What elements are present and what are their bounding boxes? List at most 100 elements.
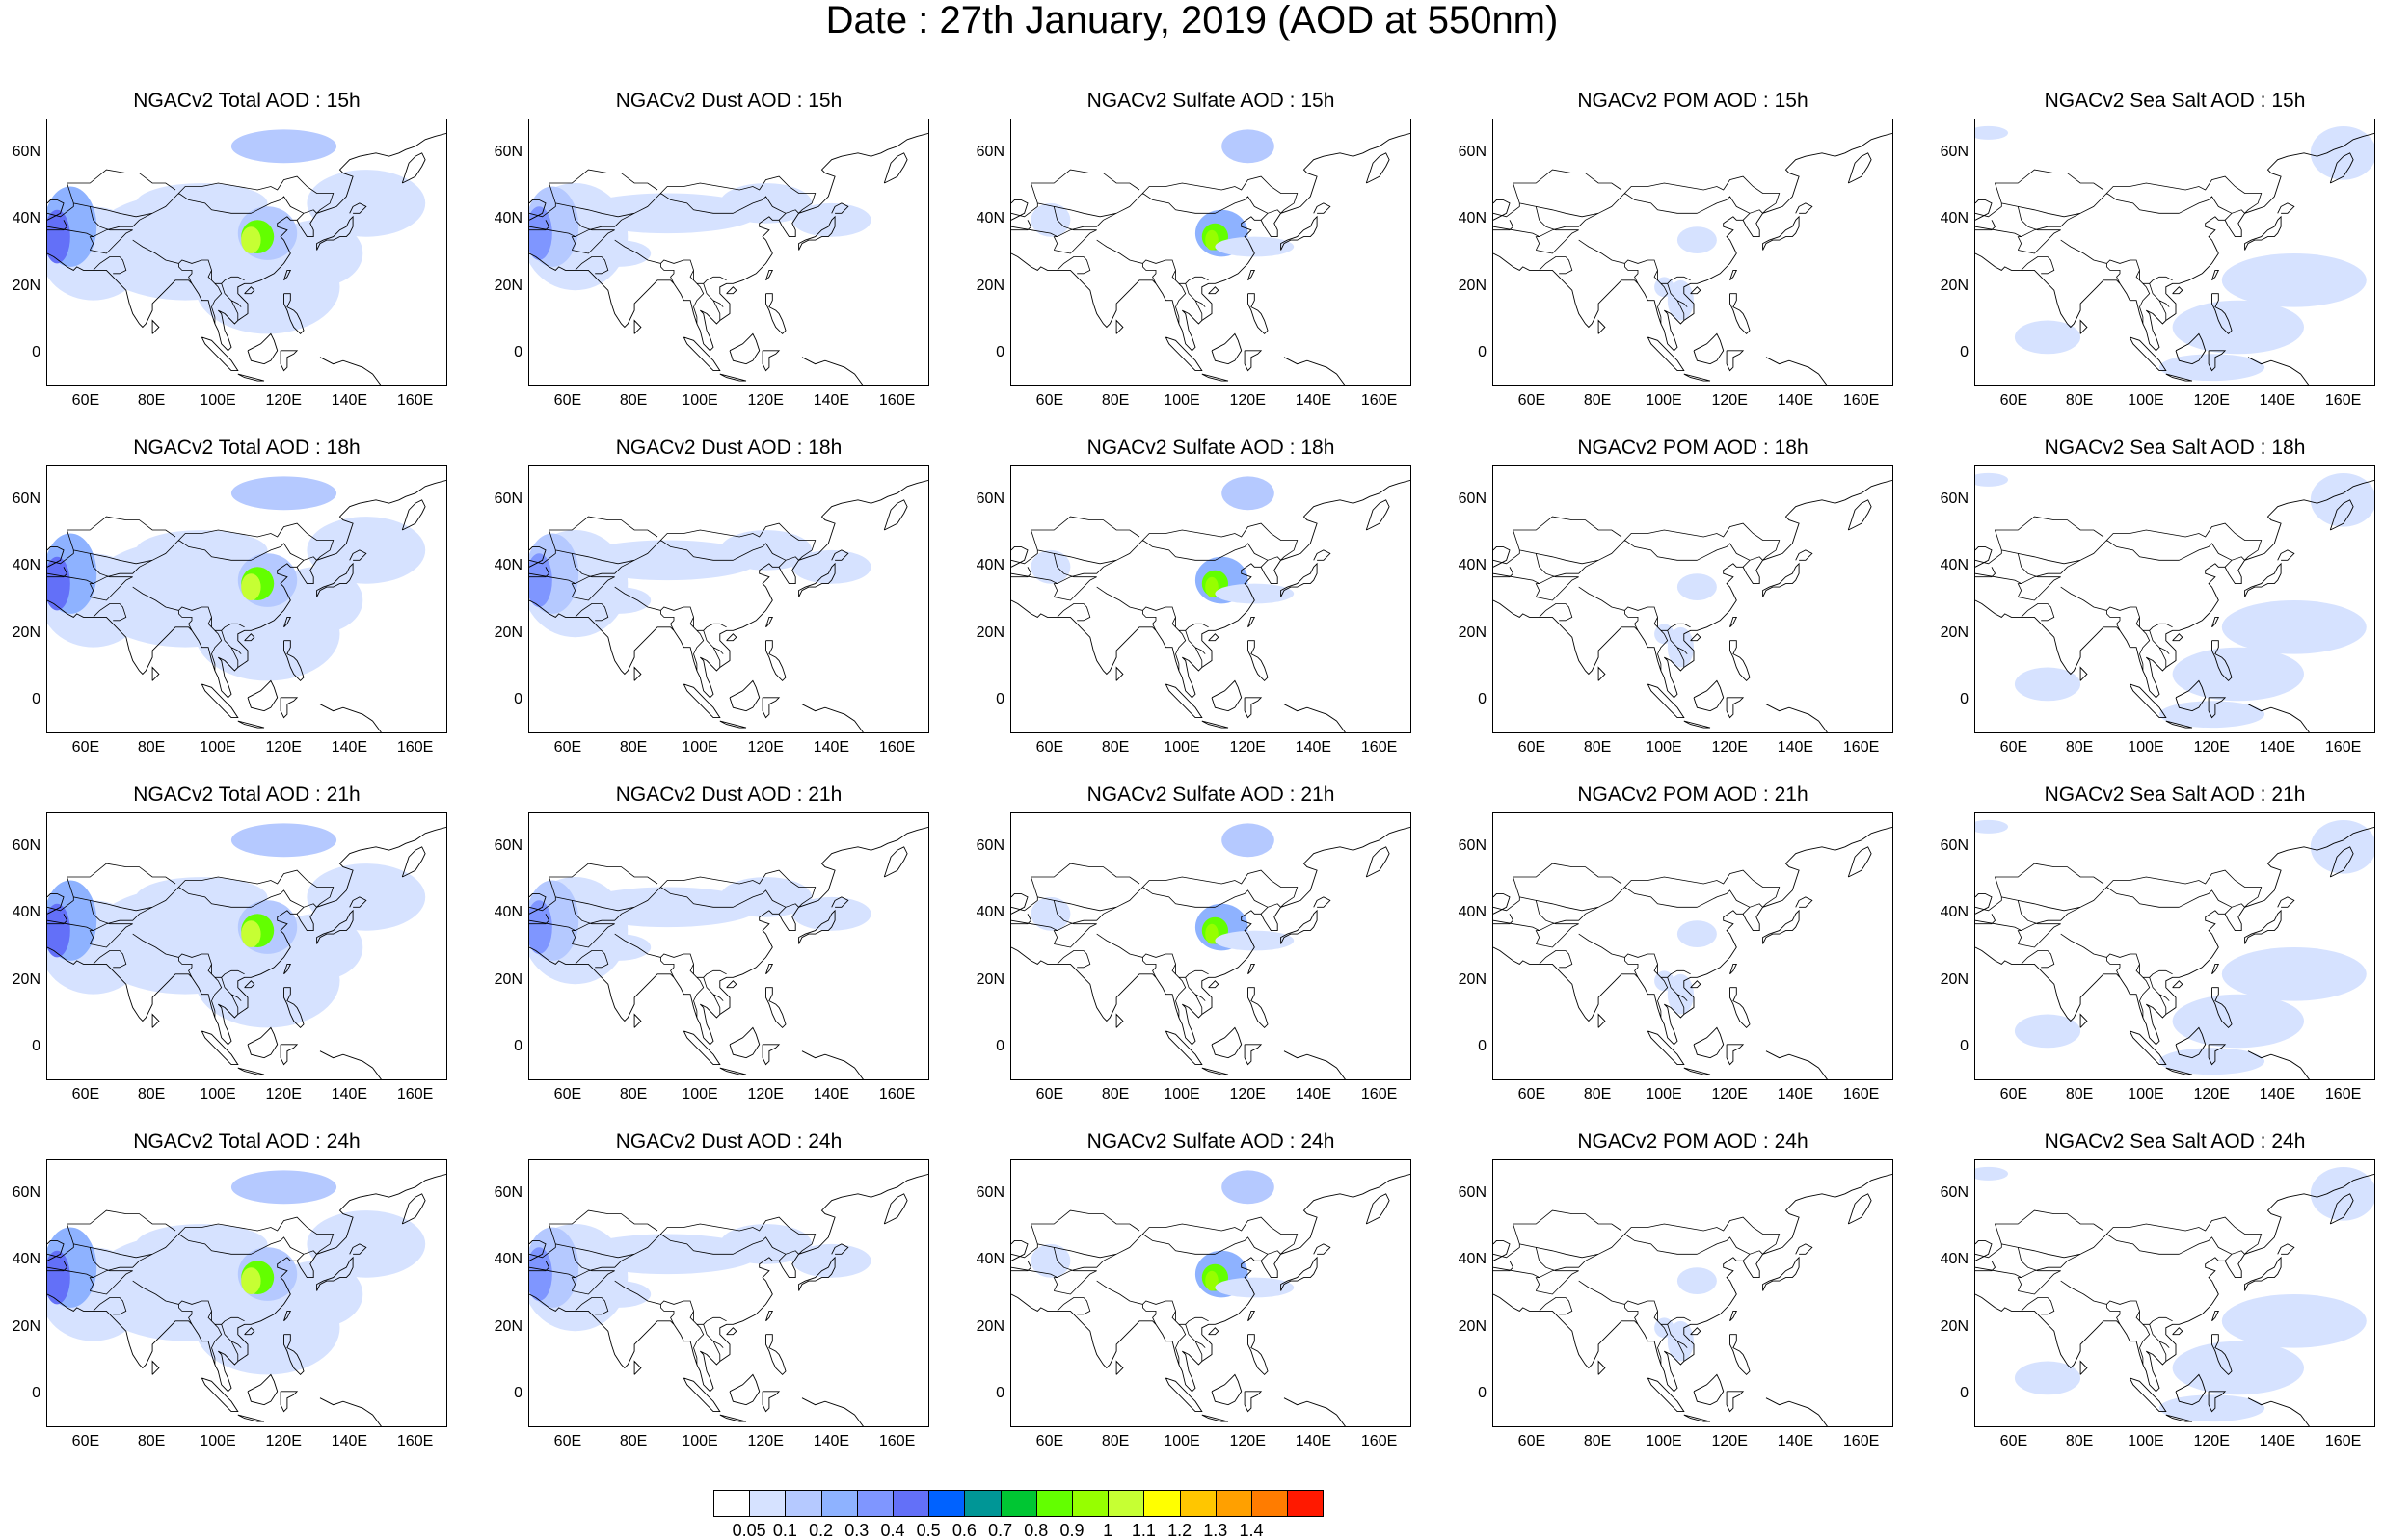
lon-tick-label: 120E: [2193, 392, 2230, 409]
country-borders: [1975, 1209, 2263, 1365]
aod-field-patch: [47, 209, 70, 264]
lon-tick-label: 140E: [813, 392, 850, 409]
lon-tick-label: 60E: [71, 1086, 100, 1102]
colorbar-swatch: [964, 1490, 1002, 1517]
coastline: [1975, 132, 2374, 385]
coastline: [1011, 132, 1410, 385]
lat-tick-label: 60N: [494, 143, 522, 160]
lat-tick-label: 60N: [12, 490, 40, 507]
lon-tick-label: 160E: [2324, 739, 2362, 756]
lon-tick-label: 120E: [265, 1086, 302, 1102]
lon-tick-label: 140E: [813, 739, 850, 756]
lon-tick-label: 100E: [1164, 1086, 1200, 1102]
lon-tick-label: 60E: [1035, 739, 1064, 756]
lat-tick-label: 20N: [1458, 277, 1487, 294]
aod-field-patch: [1975, 819, 2009, 834]
aod-field-patch: [1221, 823, 1274, 858]
colorbar-swatch: [785, 1490, 822, 1517]
country-borders: [1493, 1209, 1781, 1365]
lat-tick-label: 60N: [976, 836, 1004, 854]
aod-field-patch: [529, 553, 552, 607]
lon-tick-label: 120E: [265, 739, 302, 756]
colorbar-swatch: [928, 1490, 966, 1517]
aod-field-patch: [2221, 1294, 2367, 1348]
lat-tick-label: 0: [996, 1038, 1004, 1055]
coastline: [47, 132, 446, 385]
aod-field-patch: [1676, 573, 1717, 600]
aod-field-patch: [2172, 1341, 2304, 1395]
lat-tick-label: 40N: [1940, 1251, 1969, 1268]
lat-tick-label: 0: [996, 1385, 1004, 1402]
lat-tick-label: 20N: [1458, 970, 1487, 988]
colorbar-label: 0.2: [809, 1521, 834, 1540]
lon-tick-label: 60E: [1999, 392, 2028, 409]
colorbar-label: 0.05: [732, 1521, 766, 1540]
map-panel-seasalt-18h: [1974, 465, 2375, 733]
country-borders: [1975, 169, 2263, 324]
aod-field-patch: [47, 903, 70, 958]
aod-field-patch: [2310, 1167, 2374, 1221]
lon-tick-label: 140E: [1777, 739, 1814, 756]
lon-tick-label: 80E: [1583, 739, 1612, 756]
lon-tick-label: 140E: [1777, 1086, 1814, 1102]
lon-tick-label: 60E: [1999, 1086, 2028, 1102]
lat-tick-label: 20N: [976, 1317, 1004, 1335]
aod-field-patch: [585, 587, 652, 614]
lat-tick-label: 0: [1960, 1385, 1969, 1402]
lon-tick-label: 100E: [200, 1433, 236, 1449]
lat-tick-label: 60N: [1458, 143, 1487, 160]
lon-tick-label: 120E: [1229, 392, 1266, 409]
coastline: [1493, 479, 1892, 732]
aod-field-patch: [2158, 1394, 2265, 1422]
panel-title: NGACv2 Sulfate AOD : 24h: [1086, 1130, 1335, 1153]
aod-field-patch: [2172, 300, 2304, 355]
lon-tick-label: 100E: [2128, 739, 2164, 756]
lat-tick-label: 20N: [1940, 1317, 1969, 1335]
aod-field-patch: [241, 920, 261, 947]
lon-tick-label: 140E: [331, 1086, 368, 1102]
lon-tick-label: 120E: [747, 1086, 784, 1102]
aod-field-patch: [1215, 930, 1295, 951]
lon-tick-label: 140E: [1295, 1086, 1332, 1102]
coastline: [47, 1173, 446, 1426]
aod-field-patch: [575, 887, 760, 928]
lat-tick-label: 0: [514, 1038, 522, 1055]
aod-field-patch: [1975, 1166, 2009, 1181]
map-panel-sulfate-21h: [1010, 812, 1411, 1080]
lon-tick-label: 160E: [1842, 1086, 1880, 1102]
lon-tick-label: 140E: [331, 739, 368, 756]
lon-tick-label: 140E: [2259, 739, 2296, 756]
lat-tick-label: 40N: [1458, 904, 1487, 921]
lon-tick-label: 100E: [1646, 1433, 1682, 1449]
lon-tick-label: 140E: [2259, 1086, 2296, 1102]
panel-title: NGACv2 Sulfate AOD : 18h: [1086, 437, 1335, 459]
country-borders: [1011, 516, 1299, 671]
lat-tick-label: 0: [32, 691, 40, 708]
lon-tick-label: 140E: [2259, 392, 2296, 409]
lon-tick-label: 60E: [553, 739, 582, 756]
lon-tick-label: 120E: [1229, 1086, 1266, 1102]
lon-tick-label: 60E: [1035, 392, 1064, 409]
coastline: [1493, 826, 1892, 1079]
lon-tick-label: 60E: [553, 392, 582, 409]
lon-tick-label: 80E: [619, 392, 648, 409]
lat-tick-label: 60N: [12, 1183, 40, 1201]
lon-tick-label: 100E: [1646, 739, 1682, 756]
coastline: [529, 1173, 928, 1426]
coastline: [47, 479, 446, 732]
aod-field-patch: [230, 129, 337, 164]
aod-field-patch: [1975, 125, 2009, 140]
lon-tick-label: 100E: [200, 739, 236, 756]
lon-tick-label: 160E: [2324, 392, 2362, 409]
lat-tick-label: 60N: [494, 836, 522, 854]
country-borders: [1493, 169, 1781, 324]
aod-field-patch: [1205, 1270, 1219, 1291]
lat-tick-label: 40N: [1458, 557, 1487, 574]
lon-tick-label: 60E: [1999, 739, 2028, 756]
map-panel-pom-15h: [1492, 119, 1893, 386]
panel-title: NGACv2 Sulfate AOD : 21h: [1086, 783, 1335, 806]
lon-tick-label: 120E: [265, 1433, 302, 1449]
lat-tick-label: 20N: [12, 970, 40, 988]
aod-field-patch: [2221, 253, 2367, 307]
aod-field-patch: [1031, 1243, 1071, 1278]
